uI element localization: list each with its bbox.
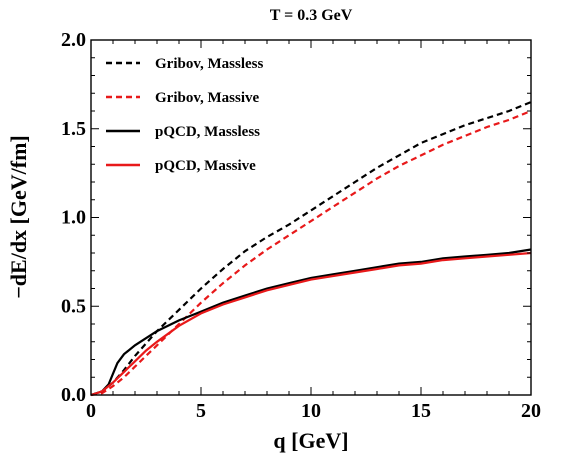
chart-title: T = 0.3 GeV [270, 7, 353, 24]
x-tick-label: 0 [86, 400, 96, 422]
y-tick-label: 2.0 [61, 29, 86, 51]
y-tick-label: 0.0 [61, 384, 86, 406]
x-axis-ticks: 0 5 10 15 20 [86, 40, 541, 422]
plot-curves [90, 101, 532, 397]
y-tick-label: 1.5 [61, 118, 86, 140]
x-tick-label: 10 [301, 400, 321, 422]
legend-label-2: Gribov, Massive [155, 90, 260, 106]
legend-label-3: pQCD, Massless [155, 124, 260, 140]
x-tick-label: 20 [521, 400, 541, 422]
x-tick-label: 5 [196, 400, 206, 422]
y-tick-label: 1.0 [61, 207, 86, 229]
series-line-2 [90, 109, 532, 397]
legend-label-1: Gribov, Massless [155, 56, 264, 72]
legend: Gribov, Massless Gribov, Massive pQCD, Mas… [106, 56, 264, 174]
y-tick-label: 0.5 [61, 295, 86, 317]
series-line-4 [90, 251, 532, 397]
x-tick-label: 15 [411, 400, 431, 422]
series-line-3 [90, 248, 532, 397]
y-axis-ticks: 0.0 0.5 1.0 1.5 2.0 [61, 29, 531, 406]
series-line-1 [90, 101, 532, 397]
y-axis-label: −dE/dx [GeV/fm] [6, 135, 31, 298]
legend-label-4: pQCD, Massive [155, 158, 256, 174]
x-axis-label: q [GeV] [273, 428, 348, 453]
